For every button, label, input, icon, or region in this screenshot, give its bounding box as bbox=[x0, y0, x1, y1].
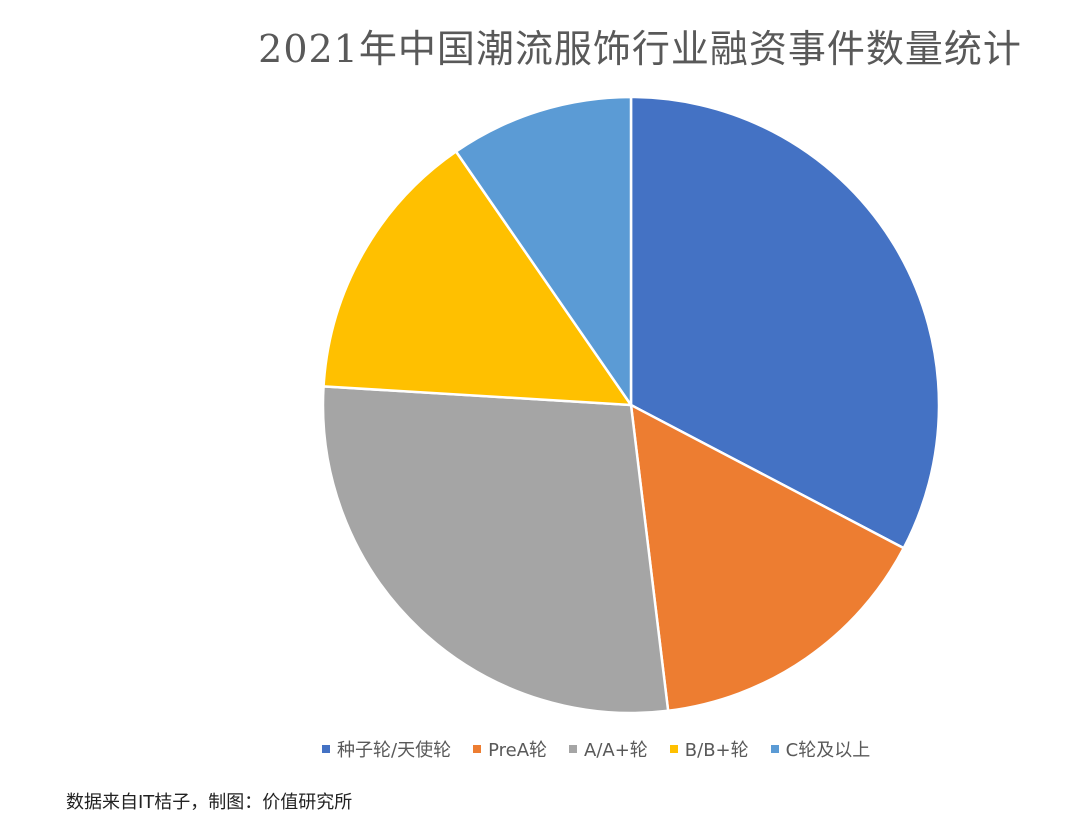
legend-swatch bbox=[322, 745, 330, 753]
legend-item: 种子轮/天使轮 bbox=[322, 736, 451, 762]
legend-swatch bbox=[669, 745, 678, 753]
pie-slice-2 bbox=[629, 403, 905, 712]
legend: 种子轮/天使轮 PreA轮 A/A+轮 B/B+轮 C轮及以上 bbox=[322, 736, 892, 762]
pie-slice-1 bbox=[629, 95, 941, 550]
pie-slice-5 bbox=[454, 95, 633, 407]
pie-slice-4 bbox=[322, 150, 633, 407]
legend-item: C轮及以上 bbox=[770, 736, 871, 762]
chart-title: 2021年中国潮流服饰行业融资事件数量统计 bbox=[258, 27, 1022, 71]
legend-label: A/A+轮 bbox=[584, 740, 648, 761]
legend-item: B/B+轮 bbox=[669, 736, 749, 762]
source-note: 数据来自IT桔子，制图：价值研究所 bbox=[66, 792, 353, 813]
legend-swatch bbox=[473, 745, 482, 753]
legend-label: PreA轮 bbox=[488, 740, 548, 761]
legend-swatch bbox=[770, 745, 779, 753]
legend-label: C轮及以上 bbox=[785, 740, 871, 761]
legend-item: PreA轮 bbox=[473, 736, 547, 762]
legend-label: B/B+轮 bbox=[684, 740, 749, 761]
legend-swatch bbox=[569, 745, 578, 753]
legend-item: A/A+轮 bbox=[569, 736, 648, 762]
legend-label: 种子轮/天使轮 bbox=[337, 740, 452, 761]
pie-slice-3 bbox=[321, 385, 670, 715]
